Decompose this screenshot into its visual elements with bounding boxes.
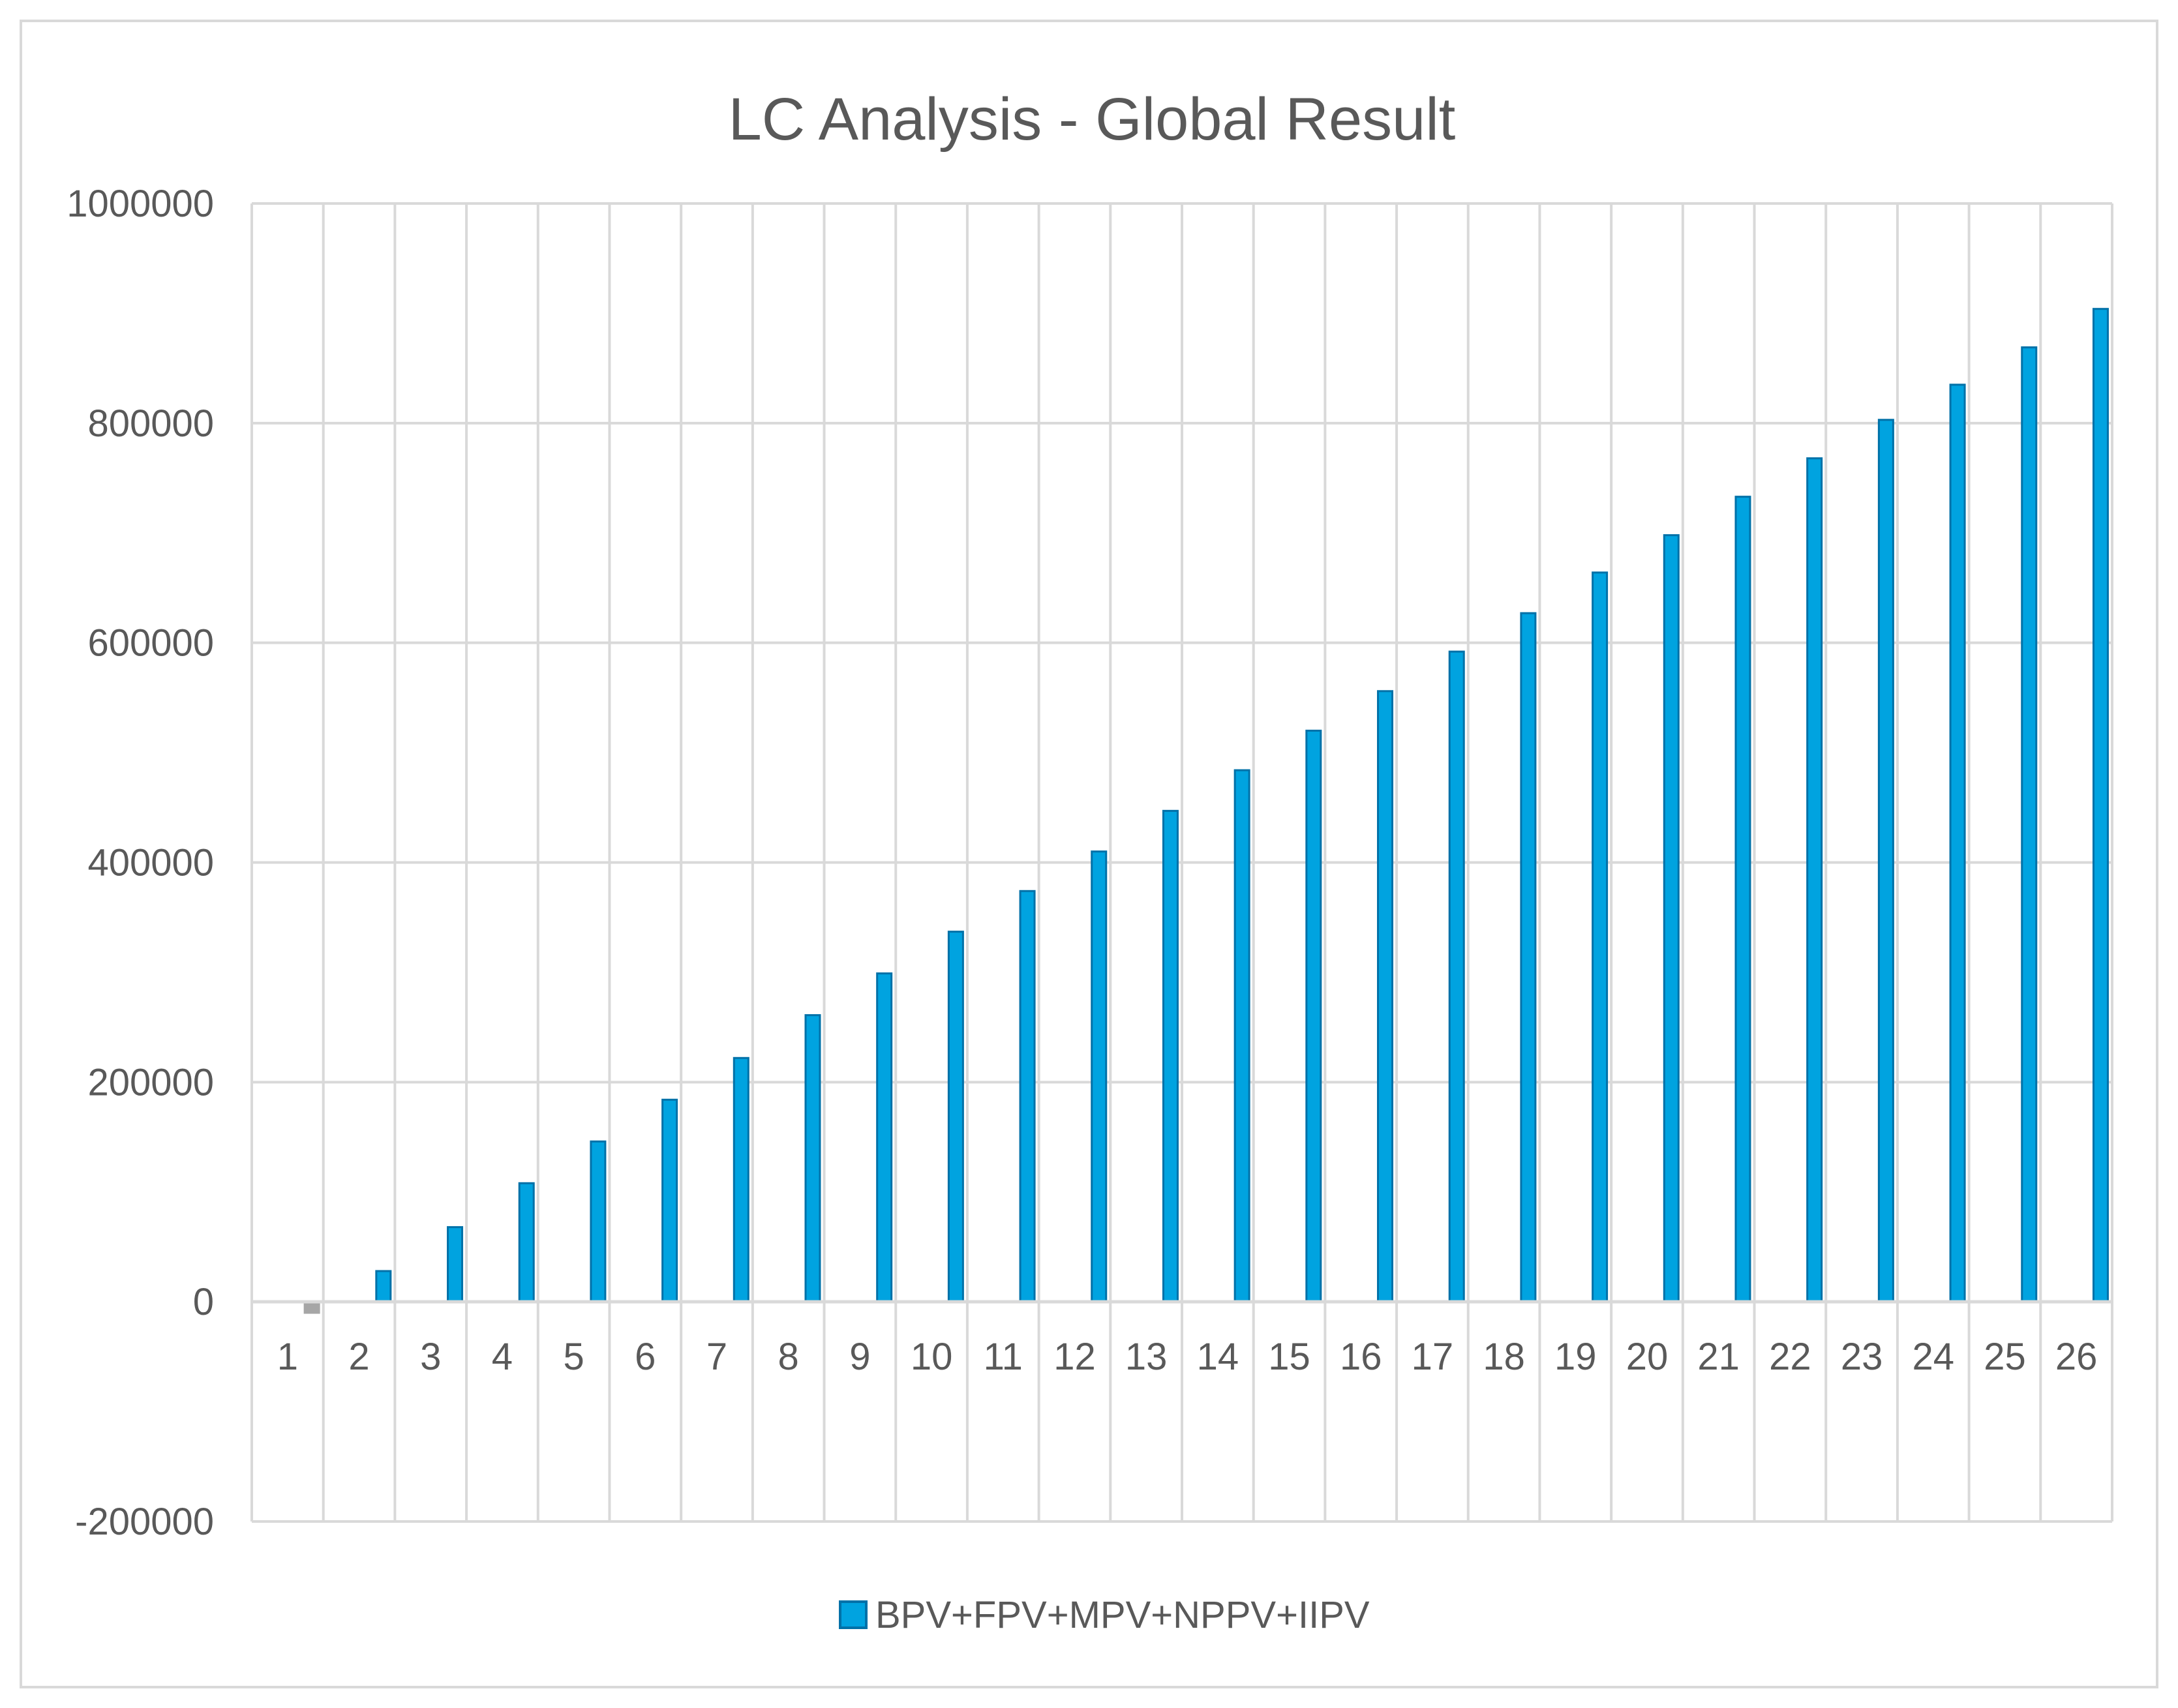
x-tick-label: 22 — [1769, 1336, 1811, 1378]
x-tick-label: 7 — [706, 1336, 727, 1378]
chart-title: LC Analysis - Global Result — [729, 86, 1456, 153]
y-tick-label: 600000 — [87, 622, 214, 665]
legend: BPV+FPV+MPV+NPPV+IIPV — [839, 1594, 1370, 1636]
bar-layer — [303, 308, 2109, 1314]
bar — [1377, 690, 1394, 1303]
x-tick-label: 18 — [1483, 1336, 1525, 1378]
bar — [733, 1056, 749, 1303]
x-tick-label: 11 — [984, 1336, 1023, 1378]
bar — [1734, 496, 1751, 1303]
bar — [661, 1098, 678, 1303]
bar — [2092, 308, 2109, 1303]
x-tick-label: 3 — [420, 1336, 441, 1378]
bar — [2021, 346, 2038, 1303]
y-tick-label: 1000000 — [67, 183, 214, 225]
bar — [375, 1270, 392, 1303]
chart-frame: LC Analysis - Global Result -200000 0 2000… — [20, 20, 2158, 1688]
bar — [1806, 457, 1823, 1303]
x-tick-label: 19 — [1554, 1336, 1597, 1378]
bar — [1019, 890, 1036, 1303]
bar — [1448, 650, 1465, 1303]
bar — [1091, 850, 1108, 1303]
legend-swatch — [839, 1600, 868, 1629]
bar — [1592, 571, 1609, 1303]
x-tick-label: 26 — [2055, 1336, 2098, 1378]
x-tick-label: 16 — [1340, 1336, 1382, 1378]
x-tick-label: 14 — [1197, 1336, 1239, 1378]
x-tick-label: 8 — [778, 1336, 799, 1378]
legend-label: BPV+FPV+MPV+NPPV+IIPV — [875, 1594, 1370, 1636]
bar — [947, 931, 964, 1303]
bar — [1949, 383, 1966, 1303]
x-tick-label: 10 — [911, 1336, 953, 1378]
x-tick-label: 5 — [563, 1336, 584, 1378]
bar — [876, 972, 893, 1303]
x-tick-label: 25 — [1984, 1336, 2026, 1378]
x-tick-label: 12 — [1053, 1336, 1096, 1378]
y-tick-label: 200000 — [87, 1061, 214, 1103]
bar — [447, 1226, 464, 1303]
bar — [804, 1014, 821, 1303]
x-tick-label: 1 — [277, 1336, 298, 1378]
y-tick-label: 0 — [193, 1281, 214, 1323]
x-tick-label: 6 — [635, 1336, 656, 1378]
x-tick-label: 9 — [849, 1336, 870, 1378]
x-tick-label: 13 — [1125, 1336, 1168, 1378]
x-tick-label: 17 — [1412, 1336, 1454, 1378]
x-tick-label: 24 — [1913, 1336, 1955, 1378]
grid-layer — [250, 202, 2113, 1523]
bar — [518, 1182, 535, 1303]
bar — [1162, 809, 1179, 1303]
bar — [1877, 419, 1894, 1303]
bar — [1233, 769, 1250, 1303]
y-tick-label: 800000 — [87, 402, 214, 445]
bar — [303, 1300, 320, 1314]
x-tick-label: 20 — [1626, 1336, 1669, 1378]
bar — [590, 1140, 607, 1303]
x-tick-label: 4 — [492, 1336, 513, 1378]
bar — [1663, 534, 1680, 1303]
x-tick-label: 23 — [1841, 1336, 1883, 1378]
x-tick-label: 2 — [348, 1336, 369, 1378]
axis-layer: -200000 0 200000 400000 600000 800000 1000000 1… — [67, 183, 2112, 1543]
y-tick-label: 400000 — [87, 842, 214, 884]
bar — [1305, 729, 1322, 1303]
chart-svg: LC Analysis - Global Result -200000 0 2000… — [67, 86, 2113, 1636]
x-tick-label: 21 — [1697, 1336, 1740, 1378]
x-tick-label: 15 — [1268, 1336, 1310, 1378]
bar — [1520, 612, 1537, 1303]
y-tick-label: -200000 — [75, 1501, 214, 1543]
